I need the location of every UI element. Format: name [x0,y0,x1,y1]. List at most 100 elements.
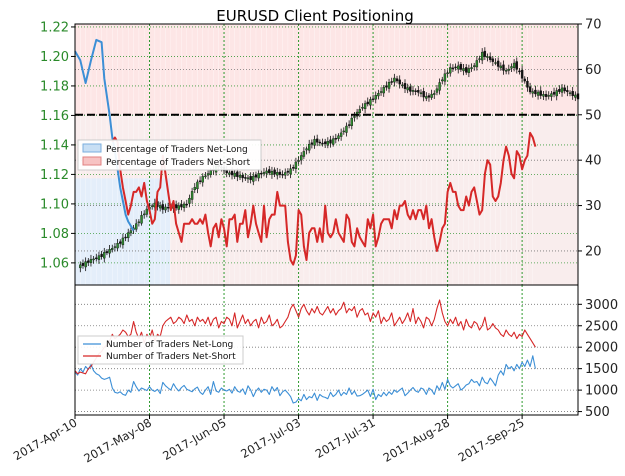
candle-body [286,170,290,173]
candle-body [140,215,143,224]
price-tick-label: 1.18 [40,79,69,94]
candle-body [305,148,308,151]
candle-body [488,56,492,60]
trader-count-axis-ticks: 500 1000 1500 2000 2500 3000 [578,298,618,420]
candle-body [419,92,423,95]
candle-body [158,205,162,209]
candle-body [145,208,149,215]
legend-swatch-net-short [82,156,102,166]
date-tick-label: 2017-Jul-31 [313,415,378,460]
candle-body [518,70,521,73]
candle-body [422,91,425,98]
candle-body [369,99,372,106]
candle-body [457,65,460,70]
candle-body [150,205,154,207]
count-tick-label: 500 [585,405,610,420]
candle-body [276,172,279,176]
candle-body [206,173,210,176]
candle-body [124,236,127,239]
candle-body [339,132,343,137]
candle-body [377,93,380,97]
candle-body [414,90,417,92]
candle-body [491,58,495,62]
candle-body [361,107,364,109]
legend-label-net-long: Percentage of Traders Net-Long [106,145,248,155]
candle-body [379,91,383,93]
candle-body [433,93,436,95]
candle-body [510,66,513,69]
candle-body [244,177,247,179]
candle-body [547,95,550,97]
candle-body [204,175,207,178]
candle-body [390,81,393,83]
candle-body [382,87,385,94]
candle-body [353,116,356,118]
candle-body [425,96,428,99]
candle-body [409,86,412,92]
count-tick-label: 3000 [585,298,618,313]
candle-body [262,172,266,174]
candle-body [135,223,138,230]
candle-body [260,172,263,175]
candle-body [363,103,367,110]
percent-tick-label: 20 [585,244,602,259]
candle-body [323,141,327,144]
count-tick-label: 2500 [585,319,618,334]
candle-body [174,204,178,209]
candle-body [358,109,361,114]
candle-body [478,58,481,60]
candle-body [108,249,111,254]
date-tick-label: 2017-May-08 [81,415,154,465]
candle-body [278,171,282,175]
candle-body [558,89,561,92]
candle-body [230,171,234,176]
candle-body [443,73,447,82]
candle-body [337,135,340,139]
candle-body [385,85,388,88]
price-tick-label: 1.06 [40,256,69,271]
price-tick-label: 1.08 [40,227,69,242]
price-tick-label: 1.14 [40,138,69,153]
candle-body [555,90,558,97]
candle-body [254,174,258,178]
candle-body [568,92,572,94]
candle-body [95,257,98,260]
date-tick-label: 2017-Apr-10 [11,415,80,463]
candle-body [265,170,268,174]
candle-body [496,60,500,67]
candle-body [566,90,569,93]
candle-body [334,138,338,140]
candle-body [446,72,449,75]
candle-body [345,125,348,133]
chart-title: EURUSD Client Positioning [216,7,414,25]
date-axis-ticks: 2017-Apr-10 2017-May-08 2017-Jun-05 2017-Ju… [11,415,527,465]
candle-body [105,251,109,254]
candle-body [127,232,130,239]
candle-body [225,170,228,174]
candle-body [238,175,242,178]
candle-body [451,67,455,70]
candle-body [297,160,300,162]
candle-body [502,64,505,71]
candle-body [119,241,122,244]
candle-body [473,65,476,67]
candle-body [310,142,314,145]
candle-body [177,205,180,210]
candle-body [406,87,409,91]
date-tick-label: 2017-Jul-03 [238,415,303,460]
candle-body [326,141,330,146]
candle-body [563,87,566,92]
count-tick-label: 2000 [585,341,618,356]
candle-body [281,174,284,176]
candle-body [449,67,452,74]
candle-body [371,98,375,100]
candle-body [393,77,396,83]
candle-body [512,62,516,68]
candle-body [465,67,468,73]
net-short-shade-band [75,24,578,115]
price-tick-label: 1.22 [40,20,69,35]
candle-body [300,155,303,161]
candle-body [398,79,401,85]
net-short-percentage-line [111,131,537,266]
